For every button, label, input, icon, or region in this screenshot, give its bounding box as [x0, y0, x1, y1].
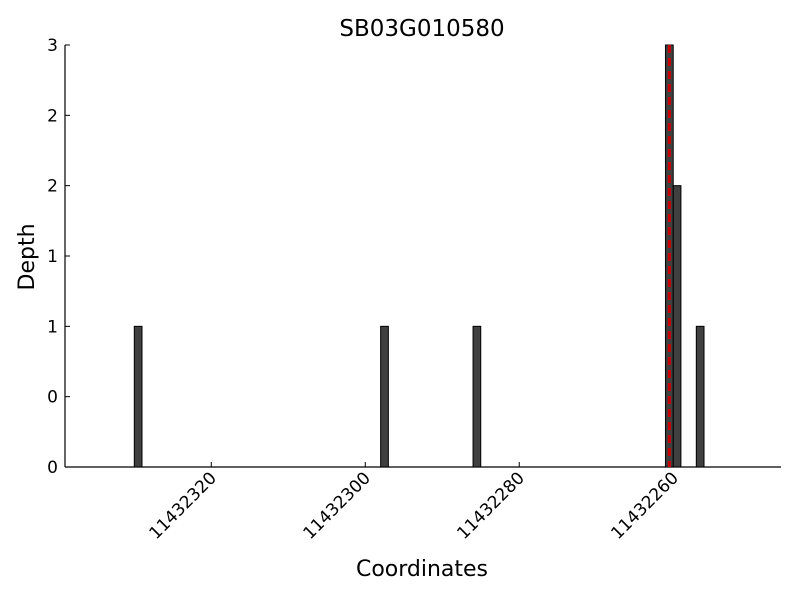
y-tick-label: 0 [47, 388, 58, 408]
bar [133, 325, 143, 468]
y-tick-label: 2 [47, 177, 58, 197]
x-tick-label: 11432280 [453, 468, 528, 543]
y-tick-label: 2 [47, 106, 58, 126]
y-tick-label: 1 [47, 317, 58, 337]
x-tick-label: 11432320 [145, 468, 220, 543]
bar [695, 325, 705, 468]
x-axis-label: Coordinates [356, 557, 488, 582]
bar [672, 185, 682, 468]
y-tick-label: 3 [47, 36, 58, 56]
x-tick-label: 11432260 [607, 468, 682, 543]
y-axis-label: Depth [15, 223, 40, 290]
bar [380, 325, 389, 468]
bar [472, 325, 482, 468]
x-tick-label: 11432300 [299, 468, 374, 543]
y-tick-label: 1 [47, 247, 58, 267]
y-tick-label: 0 [47, 458, 58, 478]
chart-title: SB03G010580 [339, 16, 504, 42]
